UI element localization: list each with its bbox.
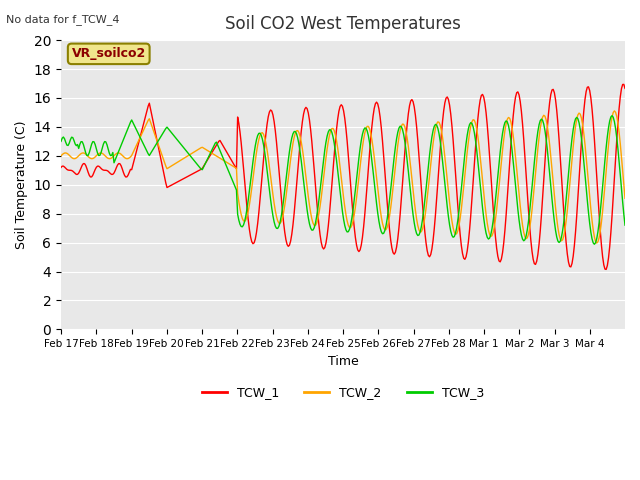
TCW_1 (621, 85, 629, 91)
TCW_2 (593, 240, 600, 246)
TCW_1 (232, 166, 240, 172)
Legend: TCW_1, TCW_2, TCW_3: TCW_1, TCW_2, TCW_3 (197, 381, 489, 404)
TCW_1 (400, 165, 408, 170)
TCW_3 (232, 187, 240, 193)
TCW_3 (57, 138, 65, 144)
TCW_3 (608, 113, 616, 119)
TCW_1 (57, 165, 65, 170)
Line: TCW_2: TCW_2 (61, 111, 625, 243)
TCW_3 (621, 222, 629, 228)
Line: TCW_1: TCW_1 (61, 84, 625, 269)
TCW_3 (591, 241, 598, 247)
Text: No data for f_TCW_4: No data for f_TCW_4 (6, 14, 120, 25)
Text: VR_soilco2: VR_soilco2 (72, 48, 146, 60)
TCW_2 (57, 153, 65, 159)
TCW_3 (570, 127, 577, 132)
Title: Soil CO2 West Temperatures: Soil CO2 West Temperatures (225, 15, 461, 33)
TCW_3 (372, 201, 380, 206)
TCW_1 (620, 82, 628, 87)
TCW_2 (611, 108, 618, 114)
TCW_1 (472, 145, 479, 151)
TCW_2 (295, 130, 303, 135)
Y-axis label: Soil Temperature (C): Soil Temperature (C) (15, 120, 28, 249)
TCW_2 (372, 175, 380, 181)
TCW_1 (295, 154, 303, 160)
TCW_2 (472, 120, 479, 126)
TCW_2 (621, 195, 629, 201)
TCW_1 (602, 266, 610, 272)
TCW_1 (570, 253, 577, 259)
X-axis label: Time: Time (328, 355, 358, 368)
TCW_3 (400, 132, 408, 137)
TCW_1 (372, 99, 380, 105)
TCW_2 (570, 144, 577, 149)
TCW_3 (472, 137, 479, 143)
Line: TCW_3: TCW_3 (61, 116, 625, 244)
TCW_3 (295, 141, 303, 147)
TCW_2 (232, 166, 240, 171)
TCW_2 (400, 121, 408, 127)
